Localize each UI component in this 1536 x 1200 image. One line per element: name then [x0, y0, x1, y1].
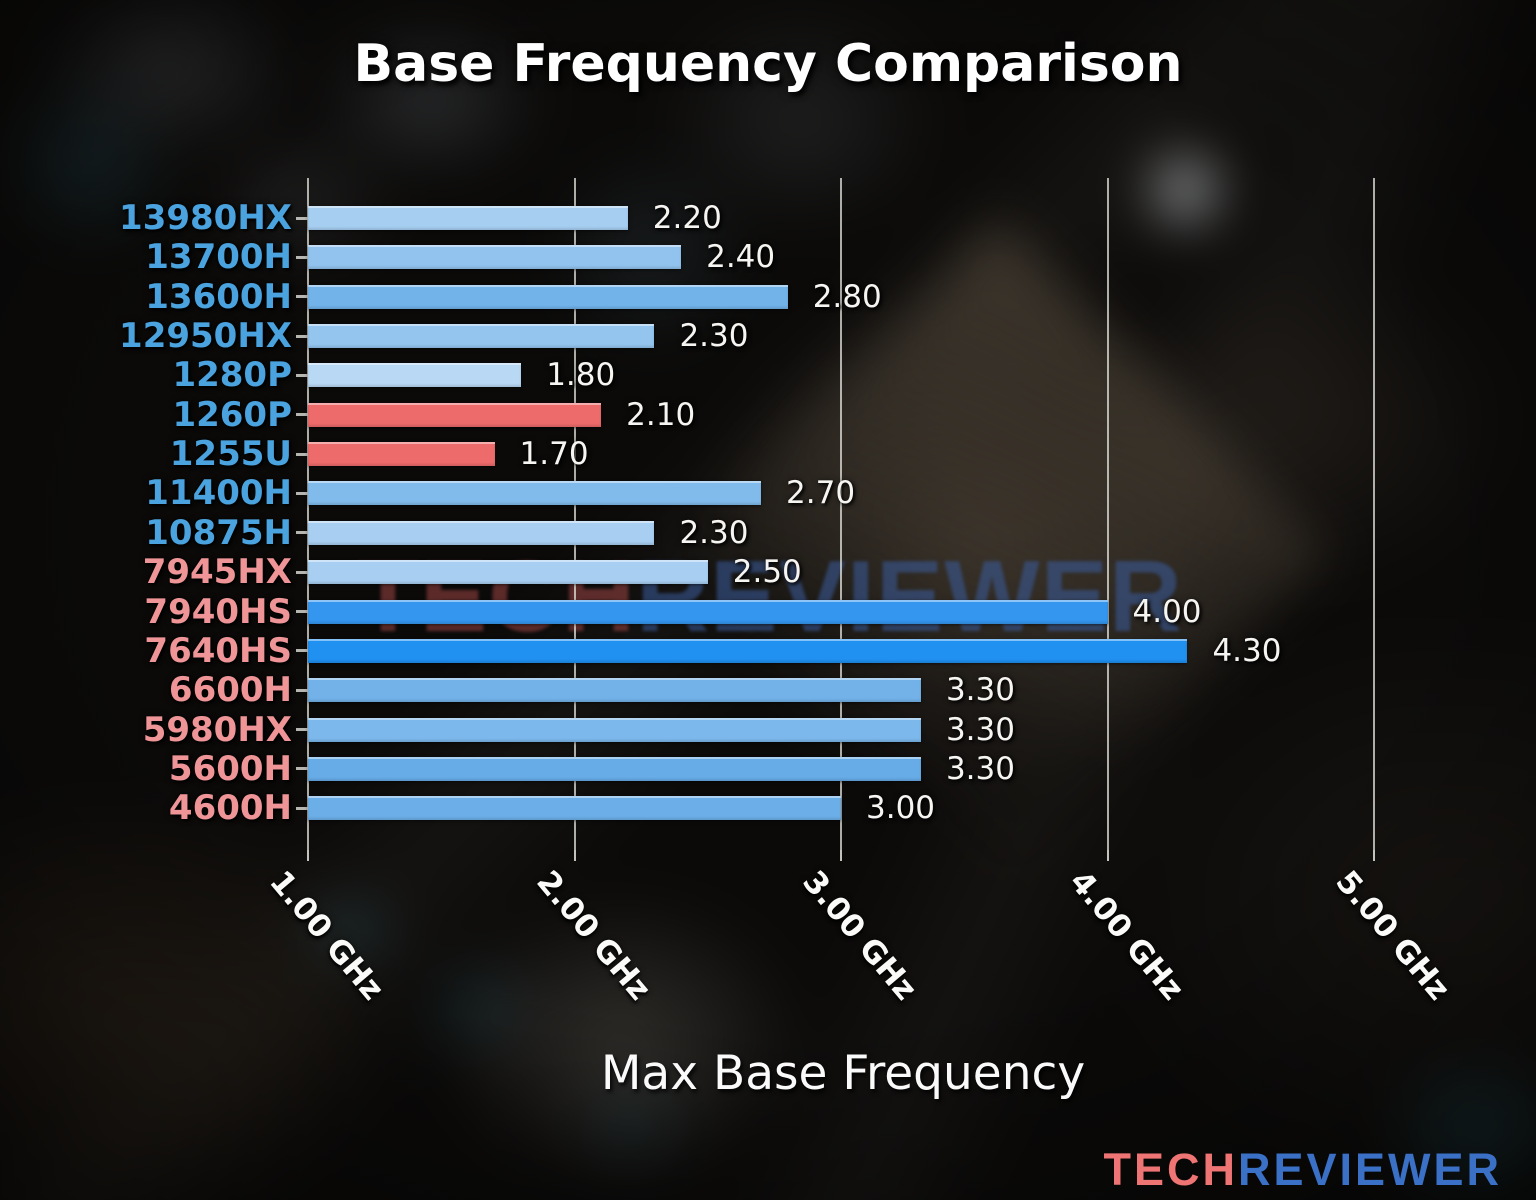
bar	[308, 481, 762, 506]
x-axis-tick	[1106, 850, 1109, 861]
x-axis-tick	[1373, 850, 1375, 861]
bar	[308, 560, 708, 585]
gridline	[307, 178, 309, 850]
bar	[308, 324, 655, 349]
y-axis-tick	[296, 295, 308, 299]
y-axis-tick	[296, 728, 308, 732]
x-axis-title: Max Base Frequency	[600, 1046, 1086, 1101]
y-axis-tick	[296, 452, 308, 456]
value-label: 1.70	[519, 436, 589, 473]
category-label: 7945HX	[142, 552, 292, 593]
value-label: 2.50	[732, 554, 802, 591]
value-label: 2.30	[679, 514, 749, 551]
bar	[308, 442, 495, 467]
gridline	[840, 178, 842, 850]
value-label: 1.80	[546, 357, 616, 394]
watermark-tech: TECH	[357, 541, 637, 653]
bar	[308, 402, 602, 427]
bar	[308, 363, 522, 388]
techreviewer-logo: TECHREVIEWER	[1103, 1144, 1502, 1196]
value-label: 2.30	[679, 318, 749, 355]
category-label: 1280P	[172, 355, 292, 396]
category-label: 10875H	[145, 512, 292, 553]
value-label: 3.00	[866, 790, 936, 827]
bar	[308, 796, 841, 821]
watermark-reviewer: REVIEWER	[636, 541, 1183, 653]
y-axis-tick	[296, 570, 308, 574]
category-label: 13700H	[145, 237, 292, 278]
value-label: 2.80	[812, 278, 882, 315]
x-axis-tick	[307, 850, 309, 861]
value-label: 3.30	[945, 711, 1015, 748]
category-label: 11400H	[145, 473, 292, 514]
y-axis-tick	[296, 767, 308, 771]
value-label: 4.00	[1132, 593, 1202, 630]
y-axis-tick	[296, 491, 308, 495]
x-axis-tick	[840, 850, 842, 861]
value-label: 4.30	[1212, 632, 1282, 669]
value-label: 2.20	[652, 200, 722, 236]
category-label: 13980HX	[119, 198, 292, 238]
y-axis-tick	[296, 806, 308, 810]
category-label: 6600H	[168, 670, 292, 711]
value-label: 2.40	[706, 239, 776, 276]
category-label: 7640HS	[144, 630, 292, 671]
watermark: TECHREVIEWER	[300, 540, 1240, 655]
bar	[308, 638, 1188, 663]
bar	[308, 717, 921, 742]
bar	[308, 245, 682, 270]
value-label: 2.10	[626, 396, 696, 433]
category-label: 5600H	[168, 748, 292, 789]
category-label: 5980HX	[142, 709, 292, 750]
gridline	[573, 178, 576, 850]
value-label: 3.30	[945, 672, 1015, 709]
y-axis-tick	[296, 531, 308, 535]
category-label: 1260P	[172, 394, 292, 435]
bar	[308, 284, 788, 309]
category-label: 4600H	[168, 788, 292, 829]
category-label: 1255U	[169, 434, 292, 475]
gridline	[1373, 178, 1375, 850]
y-axis-tick	[296, 255, 308, 259]
value-label: 3.30	[945, 750, 1015, 787]
bar	[308, 520, 655, 545]
category-label: 12950HX	[119, 316, 292, 357]
value-label: 2.70	[786, 475, 856, 512]
bar	[308, 206, 628, 230]
gridline	[1106, 178, 1109, 850]
y-axis-tick	[296, 649, 308, 653]
y-axis-tick	[296, 373, 308, 377]
bar	[308, 599, 1108, 624]
bar	[308, 756, 921, 781]
y-axis-tick	[296, 334, 308, 338]
bar	[308, 678, 921, 703]
logo-reviewer: REVIEWER	[1237, 1144, 1502, 1195]
y-axis-tick	[296, 413, 308, 417]
category-label: 13600H	[145, 276, 292, 317]
y-axis-tick	[296, 610, 308, 613]
x-axis-tick	[573, 850, 576, 861]
category-label: 7940HS	[144, 591, 292, 632]
y-axis-tick	[296, 688, 308, 692]
y-axis-tick	[296, 216, 308, 220]
logo-tech: TECH	[1103, 1144, 1238, 1195]
chart-title: Base Frequency Comparison	[353, 34, 1183, 94]
